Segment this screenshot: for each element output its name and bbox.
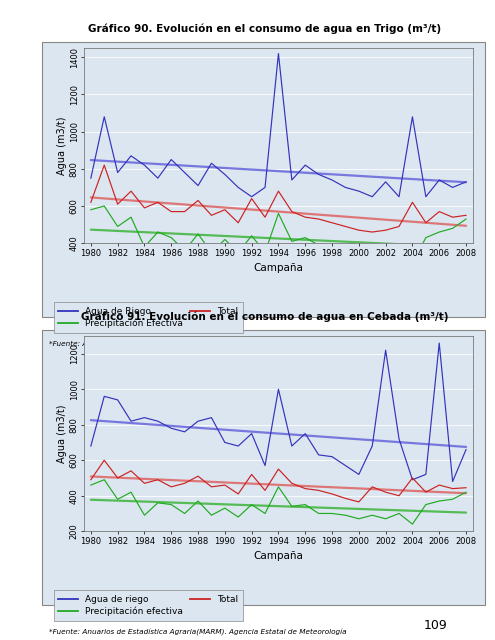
Legend: Agua de Riego, Precipitación Efectiva, Total: Agua de Riego, Precipitación Efectiva, T… <box>53 302 243 333</box>
Text: Gráfico 90. Evolución en el consumo de agua en Trigo (m³/t): Gráfico 90. Evolución en el consumo de a… <box>88 24 442 34</box>
Y-axis label: Agua (m3/t): Agua (m3/t) <box>57 116 67 175</box>
Y-axis label: Agua (m3/t): Agua (m3/t) <box>57 404 67 463</box>
Text: 109: 109 <box>424 620 447 632</box>
Text: *Fuente: Anuarios de Estadística Agraria(MARM). Agencia Estatal de Meteorología: *Fuente: Anuarios de Estadística Agraria… <box>49 628 347 636</box>
Text: Gráfico 91. Evolución en el consumo de agua en Cebada (m³/t): Gráfico 91. Evolución en el consumo de a… <box>81 312 448 322</box>
X-axis label: Campaña: Campaña <box>253 551 303 561</box>
Text: *Fuente: Anuarios de Estadística Agraria(MARM). Agencia Estatal de Meteorología: *Fuente: Anuarios de Estadística Agraria… <box>49 340 347 348</box>
Legend: Agua de riego, Precipitación efectiva, Total: Agua de riego, Precipitación efectiva, T… <box>53 590 243 621</box>
X-axis label: Campaña: Campaña <box>253 263 303 273</box>
